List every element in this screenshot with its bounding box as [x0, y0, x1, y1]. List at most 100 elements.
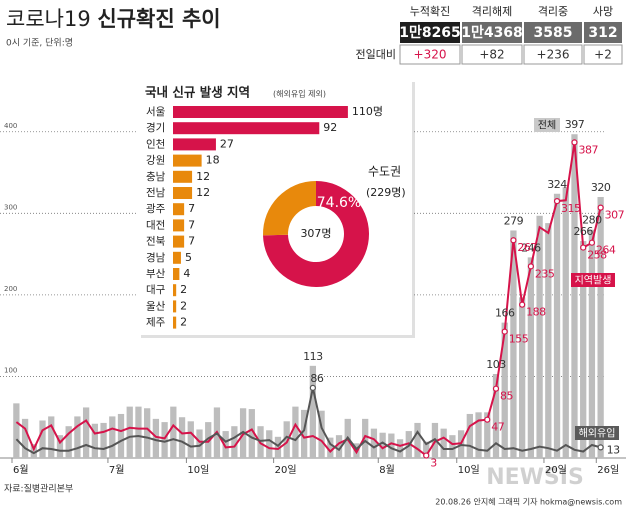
bar	[309, 365, 316, 458]
region-bar	[173, 203, 185, 216]
line	[15, 142, 602, 458]
x-tick-label: 20일	[545, 464, 567, 476]
bar	[82, 407, 90, 458]
point	[553, 198, 561, 205]
source: 자료:질병관리본부	[4, 483, 73, 495]
credit: 20.08.26 안지혜 그래픽 기자 hokma@newsis.com	[435, 497, 622, 507]
point	[580, 244, 587, 251]
bar	[580, 241, 587, 458]
subtitle: 0시 기준, 단위:명	[6, 38, 73, 49]
series-name: 지역발생	[575, 275, 612, 287]
value-label: 188	[526, 306, 546, 319]
bar	[13, 403, 20, 458]
value-label: 320	[591, 181, 611, 194]
point	[484, 416, 491, 423]
region-value: 2	[180, 299, 187, 312]
change-label: 전일대비	[356, 47, 396, 61]
bar	[21, 418, 29, 458]
stat-header: 격리해제	[472, 4, 512, 18]
change-box	[399, 44, 461, 65]
bar	[301, 409, 308, 458]
value-label: 279	[504, 214, 524, 227]
region-label: 부산	[146, 268, 166, 280]
title-bold: 신규확진 추이	[97, 7, 220, 31]
region-value: 2	[180, 283, 187, 296]
stat-header: 사망	[593, 5, 613, 18]
region-label: 경남	[146, 251, 166, 264]
region-bar	[173, 316, 177, 329]
stat-change: +236	[537, 48, 570, 62]
region-label: 충남	[146, 171, 166, 183]
y-tick-label: 300	[4, 203, 17, 211]
point	[510, 237, 517, 244]
title-light: 코로나19	[6, 7, 91, 31]
bar	[187, 421, 194, 458]
x-tick-label: 26일	[597, 464, 619, 476]
region-value: 4	[183, 267, 190, 280]
panel-title: 국내 신규 발생 지역	[145, 85, 250, 100]
region-label: 광주	[146, 203, 166, 215]
region-bar	[173, 138, 216, 151]
bar	[571, 134, 578, 459]
value-label: 280	[582, 214, 602, 227]
bar	[466, 413, 473, 458]
region-bar	[173, 170, 193, 183]
y-tick-label: 200	[4, 285, 17, 293]
region-bar	[173, 219, 185, 232]
bar	[449, 435, 456, 458]
bar	[56, 435, 64, 458]
bar	[588, 229, 596, 458]
point	[423, 452, 430, 459]
bar	[423, 441, 430, 458]
x-tick-label: 8월	[379, 464, 395, 476]
value-label: 258	[587, 249, 607, 262]
donut-value: 74.6%	[317, 195, 361, 211]
stat-value: 312	[588, 25, 617, 41]
bar	[475, 412, 482, 458]
region-value: 27	[220, 137, 234, 150]
bar	[519, 297, 526, 458]
bar	[266, 430, 273, 458]
region-bar	[173, 300, 177, 313]
series-name: 해외유입	[579, 427, 616, 440]
bar	[562, 187, 569, 459]
stat-box	[584, 22, 622, 43]
region-label: 경기	[146, 121, 165, 134]
donut-center: 307명	[300, 227, 331, 240]
value-label: 155	[509, 333, 529, 346]
region-value: 12	[196, 170, 210, 183]
bar	[196, 429, 203, 458]
bar	[553, 193, 561, 458]
bar	[126, 406, 133, 458]
series-tag	[571, 273, 615, 287]
bar	[545, 223, 552, 458]
region-value: 7	[188, 218, 195, 231]
bar	[501, 322, 508, 458]
stat-change: +320	[414, 48, 447, 62]
point	[501, 328, 508, 335]
region-value: 12	[196, 186, 210, 199]
bar	[74, 416, 81, 458]
stat-box	[400, 22, 460, 43]
change-box	[583, 44, 623, 65]
bar	[239, 408, 247, 458]
logo: NEWSIS	[486, 465, 584, 490]
bar	[39, 420, 46, 458]
bar	[161, 422, 168, 458]
stat-header: 누적확진	[410, 5, 450, 18]
region-value: 5	[185, 251, 192, 264]
point	[588, 239, 596, 246]
value-label: 103	[486, 358, 506, 371]
point	[519, 301, 526, 308]
point	[309, 384, 316, 391]
region-value: 92	[323, 121, 337, 134]
value-label: 267	[517, 241, 537, 254]
region-value: 7	[188, 202, 195, 215]
value-label: 113	[303, 350, 323, 363]
value-label: 47	[491, 421, 504, 434]
value-label: 86	[310, 372, 323, 385]
value-label: 315	[561, 202, 581, 215]
series-tag	[534, 118, 560, 132]
